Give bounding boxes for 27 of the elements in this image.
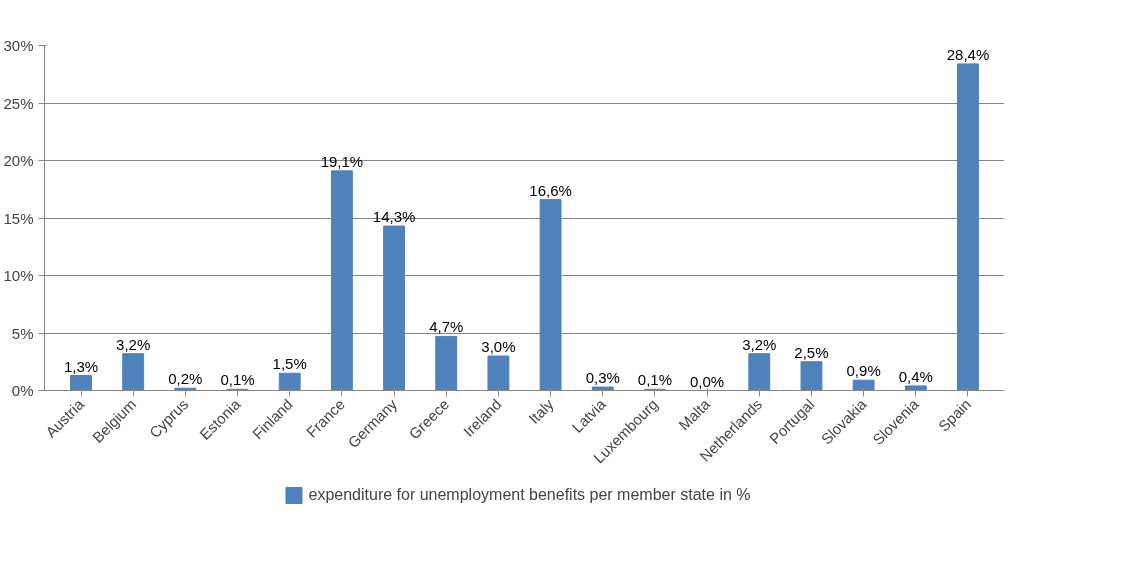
data-label: 0,2% xyxy=(168,370,203,388)
legend-label: expenditure for unemployment benefits per member state in % xyxy=(308,486,751,504)
y-tick-label: 10% xyxy=(3,267,34,284)
data-label: 3,2% xyxy=(116,335,151,353)
data-label: 14,3% xyxy=(372,208,416,226)
data-label: 1,3% xyxy=(63,357,99,375)
x-tick-label: Italy xyxy=(525,395,557,427)
data-label: 0,4% xyxy=(898,367,933,385)
data-label: 4,7% xyxy=(429,318,464,336)
y-tick-label: 15% xyxy=(3,209,34,227)
data-label: 28,4% xyxy=(946,45,990,63)
data-label: 3,2% xyxy=(742,335,777,353)
data-label: 3,0% xyxy=(481,338,516,355)
y-tick-label: 30% xyxy=(3,37,34,54)
data-label: 2,5% xyxy=(794,343,829,361)
y-tick-label: 0% xyxy=(11,382,34,399)
data-label: 0,3% xyxy=(585,369,620,387)
data-label: 19,1% xyxy=(320,152,364,170)
data-label: 1,5% xyxy=(272,355,307,373)
data-label: 0,9% xyxy=(846,362,881,380)
data-label: 0,1% xyxy=(220,371,255,389)
data-label: 0,1% xyxy=(637,371,673,389)
y-tick-label: 25% xyxy=(3,94,34,112)
data-label: 16,6% xyxy=(529,181,572,199)
data-label: 0,0% xyxy=(690,372,725,390)
y-tick-label: 20% xyxy=(3,152,34,169)
y-tick-label: 5% xyxy=(11,324,34,342)
